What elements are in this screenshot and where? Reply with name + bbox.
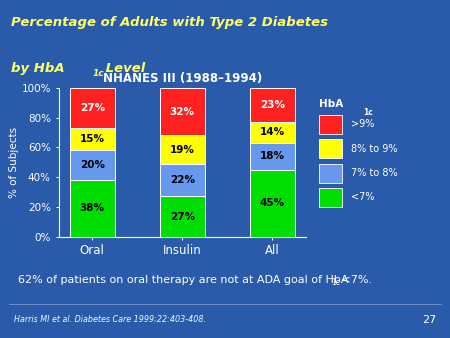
Text: 45%: 45%: [260, 198, 285, 208]
Bar: [250, 88, 295, 122]
Bar: [250, 143, 295, 170]
Bar: [70, 180, 115, 237]
Text: 1c: 1c: [331, 278, 340, 287]
Bar: [250, 170, 295, 237]
Text: 22%: 22%: [170, 175, 195, 185]
Text: 14%: 14%: [260, 127, 285, 138]
Text: 15%: 15%: [80, 134, 105, 144]
Text: <7%: <7%: [351, 192, 374, 202]
Text: by HbA: by HbA: [11, 62, 65, 75]
Bar: [319, 115, 342, 134]
Text: 7% to 8%: 7% to 8%: [351, 168, 397, 178]
Text: Harris MI et al. Diabetes Care 1999;22:403-408.: Harris MI et al. Diabetes Care 1999;22:4…: [14, 315, 206, 324]
Bar: [160, 88, 205, 136]
Title: NHANES III (1988–1994): NHANES III (1988–1994): [103, 72, 262, 85]
Text: 1c: 1c: [363, 108, 373, 117]
Text: 38%: 38%: [80, 203, 105, 213]
Text: 27%: 27%: [170, 212, 195, 221]
Text: 18%: 18%: [260, 151, 285, 161]
Text: 62% of patients on oral therapy are not at ADA goal of HbA: 62% of patients on oral therapy are not …: [18, 275, 348, 286]
Bar: [70, 88, 115, 128]
Y-axis label: % of Subjects: % of Subjects: [9, 127, 18, 198]
Bar: [160, 136, 205, 164]
Text: Percentage of Adults with Type 2 Diabetes: Percentage of Adults with Type 2 Diabete…: [11, 17, 328, 29]
Text: >9%: >9%: [351, 119, 374, 129]
Text: HbA: HbA: [319, 99, 343, 109]
Text: <7%.: <7%.: [338, 275, 372, 286]
Text: 32%: 32%: [170, 107, 195, 117]
Text: 27: 27: [422, 315, 436, 325]
Text: 1c: 1c: [93, 69, 104, 78]
Bar: [70, 150, 115, 180]
Bar: [160, 196, 205, 237]
Bar: [319, 188, 342, 207]
Bar: [319, 139, 342, 158]
Text: 19%: 19%: [170, 145, 195, 154]
Bar: [319, 164, 342, 183]
Text: 8% to 9%: 8% to 9%: [351, 144, 397, 154]
Bar: [70, 128, 115, 150]
Text: 20%: 20%: [80, 160, 105, 170]
Text: 23%: 23%: [260, 100, 285, 110]
Text: Level: Level: [101, 62, 145, 75]
Text: 27%: 27%: [80, 103, 105, 113]
Bar: [250, 122, 295, 143]
Bar: [160, 164, 205, 196]
